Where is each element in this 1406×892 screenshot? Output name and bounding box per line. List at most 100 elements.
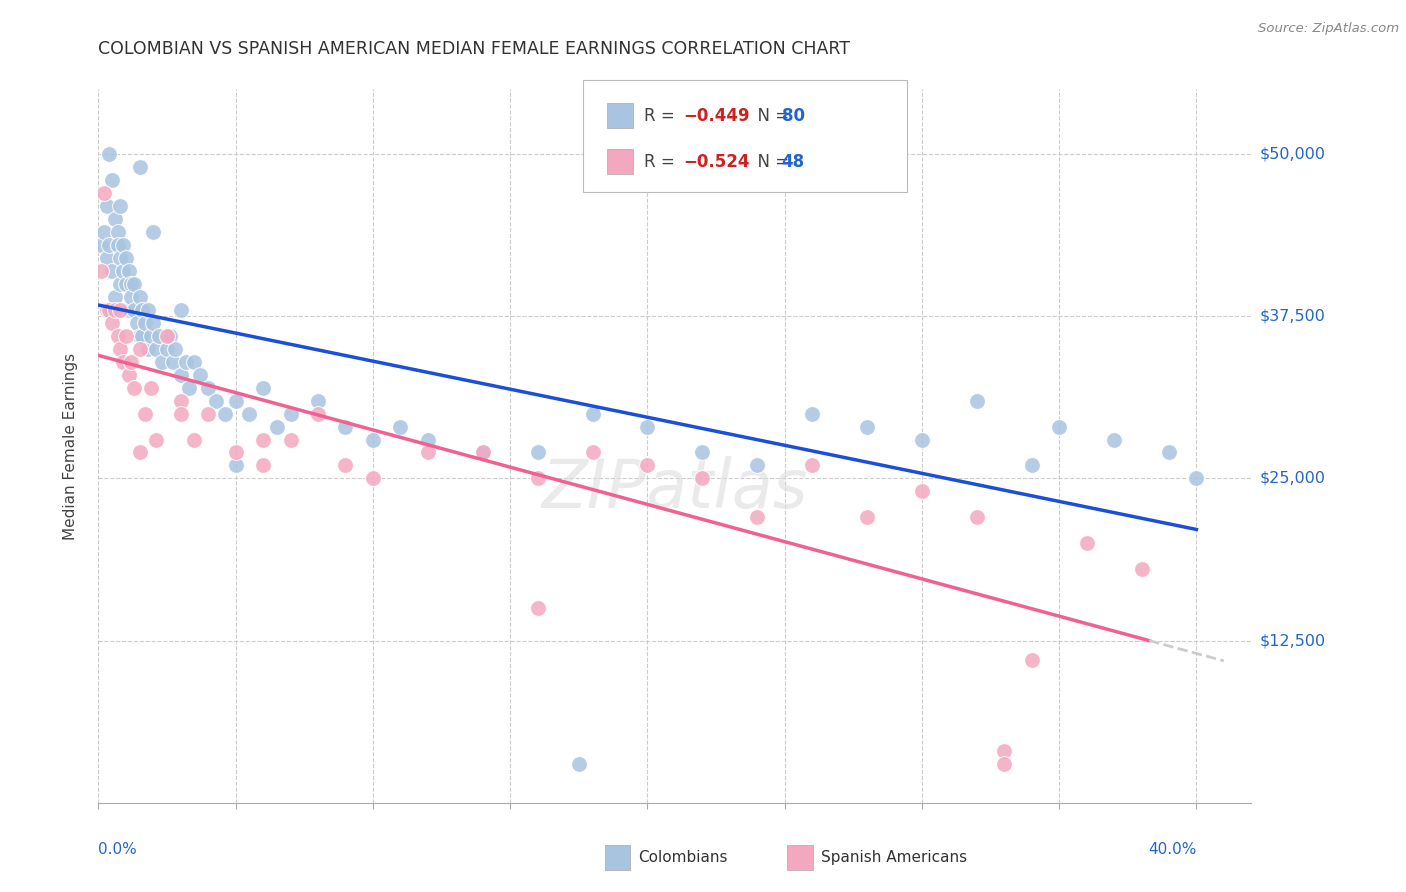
Text: Colombians: Colombians — [638, 850, 728, 864]
Point — [98, 238, 121, 252]
Point — [120, 290, 142, 304]
Point — [747, 458, 769, 473]
Point — [93, 186, 115, 200]
Point — [90, 264, 112, 278]
Point — [280, 407, 302, 421]
Text: $37,500: $37,500 — [1260, 309, 1326, 324]
Point — [636, 419, 658, 434]
Point — [266, 419, 288, 434]
Point — [98, 302, 121, 317]
Point — [122, 381, 145, 395]
Point — [177, 381, 200, 395]
Text: 80: 80 — [782, 106, 804, 125]
Point — [238, 407, 260, 421]
Point — [692, 445, 714, 459]
Point — [361, 433, 384, 447]
Point — [225, 393, 247, 408]
Point — [692, 471, 714, 485]
Point — [307, 393, 329, 408]
Point — [170, 393, 193, 408]
Point — [110, 277, 132, 291]
Point — [136, 342, 159, 356]
Point — [122, 302, 145, 317]
Point — [335, 419, 357, 434]
Text: 40.0%: 40.0% — [1149, 842, 1197, 856]
Text: Source: ZipAtlas.com: Source: ZipAtlas.com — [1258, 22, 1399, 36]
Point — [115, 277, 138, 291]
Point — [90, 238, 112, 252]
Point — [104, 290, 127, 304]
Text: COLOMBIAN VS SPANISH AMERICAN MEDIAN FEMALE EARNINGS CORRELATION CHART: COLOMBIAN VS SPANISH AMERICAN MEDIAN FEM… — [98, 40, 851, 58]
Point — [128, 290, 150, 304]
Point — [197, 381, 219, 395]
Point — [145, 342, 167, 356]
Point — [134, 316, 156, 330]
Point — [183, 433, 205, 447]
Point — [148, 328, 170, 343]
Point — [128, 160, 150, 174]
Point — [136, 302, 159, 317]
Point — [112, 354, 135, 368]
Point — [1021, 458, 1043, 473]
Text: −0.449: −0.449 — [683, 106, 749, 125]
Point — [110, 251, 132, 265]
Point — [471, 445, 494, 459]
Text: R =: R = — [644, 106, 681, 125]
Point — [96, 251, 118, 265]
Point — [104, 211, 127, 226]
Point — [856, 510, 879, 524]
Point — [156, 328, 179, 343]
Text: −0.524: −0.524 — [683, 153, 749, 170]
Point — [335, 458, 357, 473]
Point — [170, 407, 193, 421]
Point — [1076, 536, 1098, 550]
Point — [96, 199, 118, 213]
Point — [966, 393, 988, 408]
Point — [747, 510, 769, 524]
Point — [581, 407, 603, 421]
Text: ZIPatlas: ZIPatlas — [541, 456, 808, 522]
Point — [911, 484, 934, 499]
Point — [110, 302, 132, 317]
Point — [107, 328, 129, 343]
Text: R =: R = — [644, 153, 681, 170]
Point — [134, 407, 156, 421]
Point — [101, 264, 124, 278]
Point — [115, 328, 138, 343]
Point — [205, 393, 228, 408]
Point — [128, 445, 150, 459]
Point — [197, 407, 219, 421]
Point — [120, 354, 142, 368]
Point — [128, 342, 150, 356]
Point — [252, 433, 274, 447]
Text: $12,500: $12,500 — [1260, 633, 1326, 648]
Text: $50,000: $50,000 — [1260, 146, 1326, 161]
Point — [526, 601, 548, 615]
Point — [93, 225, 115, 239]
Point — [159, 328, 181, 343]
Point — [801, 458, 824, 473]
Point — [416, 433, 439, 447]
Point — [471, 445, 494, 459]
Point — [112, 264, 135, 278]
Point — [156, 342, 179, 356]
Point — [225, 445, 247, 459]
Point — [150, 354, 173, 368]
Point — [131, 328, 153, 343]
Point — [581, 445, 603, 459]
Point — [110, 342, 132, 356]
Text: N =: N = — [747, 153, 794, 170]
Point — [117, 368, 139, 382]
Text: 48: 48 — [782, 153, 804, 170]
Point — [170, 302, 193, 317]
Y-axis label: Median Female Earnings: Median Female Earnings — [63, 352, 77, 540]
Point — [142, 225, 165, 239]
Point — [966, 510, 988, 524]
Point — [139, 381, 162, 395]
Point — [993, 756, 1015, 771]
Point — [214, 407, 236, 421]
Point — [526, 445, 548, 459]
Point — [145, 433, 167, 447]
Point — [361, 471, 384, 485]
Point — [142, 316, 165, 330]
